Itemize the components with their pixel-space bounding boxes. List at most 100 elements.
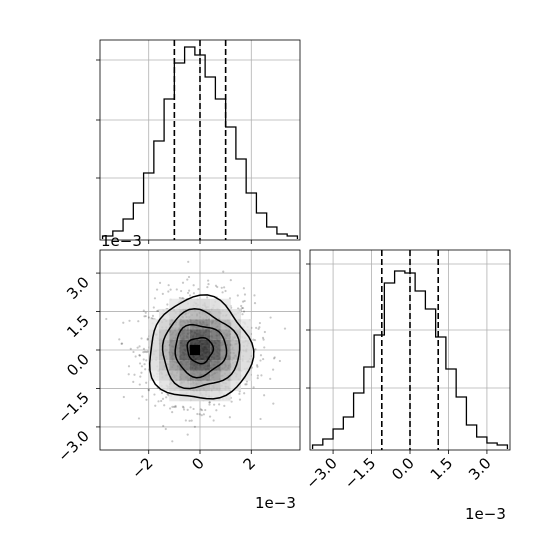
- scatter-point: [192, 284, 195, 287]
- scatter-point: [186, 408, 189, 411]
- density-cell: [220, 360, 231, 371]
- density-cell: [179, 298, 190, 309]
- scatter-point: [160, 399, 163, 403]
- scatter-point: [174, 405, 177, 409]
- scatter-point: [171, 405, 174, 408]
- density-cell: [200, 380, 211, 392]
- density-cell: [210, 329, 221, 340]
- density-cell: [189, 298, 200, 309]
- scatter-point: [145, 350, 148, 354]
- density-cell: [241, 360, 252, 371]
- scatter-point: [150, 317, 153, 320]
- scatter-point: [188, 289, 191, 292]
- scatter-point: [164, 427, 167, 431]
- density-cell: [179, 350, 190, 361]
- scatter-point: [253, 294, 256, 297]
- scatter-point: [156, 309, 159, 313]
- density-cell: [210, 380, 221, 392]
- density-cell: [220, 370, 231, 381]
- scatter-point: [157, 400, 160, 403]
- scatter-point: [118, 338, 121, 341]
- density-cell: [200, 308, 211, 320]
- scatter-point: [188, 294, 192, 297]
- scatter-point: [262, 338, 265, 341]
- scatter-point: [208, 415, 212, 418]
- scatter-point: [162, 424, 165, 428]
- scatter-point: [243, 392, 246, 395]
- scatter-point: [166, 303, 169, 306]
- scatter-point: [140, 365, 144, 368]
- scatter-point: [207, 279, 210, 282]
- scatter-point: [128, 319, 131, 322]
- scatter-point: [228, 416, 231, 419]
- x-offset-label: 1e−3: [465, 505, 506, 523]
- scatter-point: [208, 400, 211, 404]
- scatter-point: [256, 376, 259, 380]
- density-cell: [220, 308, 231, 320]
- density-cell: [200, 360, 211, 371]
- scatter-point: [188, 419, 191, 422]
- density-cell: [179, 308, 190, 320]
- scatter-point: [208, 403, 211, 406]
- scatter-point: [122, 395, 125, 399]
- scatter-point: [142, 309, 145, 312]
- scatter-point: [155, 288, 159, 291]
- scatter-point: [272, 357, 276, 360]
- scatter-point: [196, 412, 199, 416]
- scatter-point: [255, 326, 258, 330]
- scatter-point: [272, 368, 275, 371]
- scatter-point: [146, 338, 149, 341]
- scatter-point: [153, 297, 157, 300]
- scatter-point: [152, 306, 155, 309]
- scatter-point: [129, 347, 132, 350]
- density-cell: [169, 370, 180, 381]
- scatter-point: [174, 404, 177, 408]
- density-cell: [158, 370, 170, 381]
- density-cell: [169, 308, 180, 320]
- scatter-point: [223, 404, 226, 407]
- scatter-point: [145, 381, 148, 384]
- density-cell: [148, 339, 159, 350]
- scatter-point: [258, 326, 261, 329]
- density-cell: [210, 308, 221, 320]
- scatter-point: [134, 355, 137, 358]
- scatter-point: [136, 346, 139, 349]
- scatter-point: [256, 374, 259, 377]
- density-cell: [169, 329, 180, 340]
- scatter-point: [273, 356, 276, 359]
- density-cell: [220, 329, 231, 340]
- density-cell: [169, 350, 180, 361]
- scatter-point: [212, 419, 215, 422]
- density-cell: [210, 391, 221, 402]
- density-cell: [210, 350, 221, 361]
- density-cell: [179, 370, 190, 381]
- scatter-point: [141, 395, 144, 398]
- scatter-point: [145, 359, 148, 362]
- scatter-point: [207, 283, 210, 286]
- scatter-point: [243, 293, 247, 296]
- scatter-point: [230, 400, 233, 403]
- density-cell: [200, 319, 211, 330]
- density-cell: [179, 319, 190, 330]
- scatter-point: [171, 410, 174, 414]
- scatter-point: [208, 401, 211, 404]
- density-cell: [179, 360, 190, 371]
- scatter-point: [120, 342, 123, 345]
- scatter-point: [269, 377, 272, 380]
- density-cell: [230, 308, 242, 320]
- scatter-point: [262, 357, 265, 361]
- marginal-histogram-top: [96, 39, 301, 244]
- density-cell: [241, 339, 252, 350]
- density-cell: [200, 329, 211, 340]
- scatter-point: [229, 279, 232, 282]
- scatter-point: [263, 330, 266, 334]
- quantile-lines: [173, 40, 227, 240]
- density-cell: [189, 329, 200, 340]
- density-cell: [200, 339, 211, 350]
- scatter-point: [283, 327, 287, 330]
- density-cell: [169, 298, 180, 309]
- scatter-point: [186, 278, 189, 281]
- scatter-point: [216, 285, 219, 289]
- density-cell: [230, 380, 242, 392]
